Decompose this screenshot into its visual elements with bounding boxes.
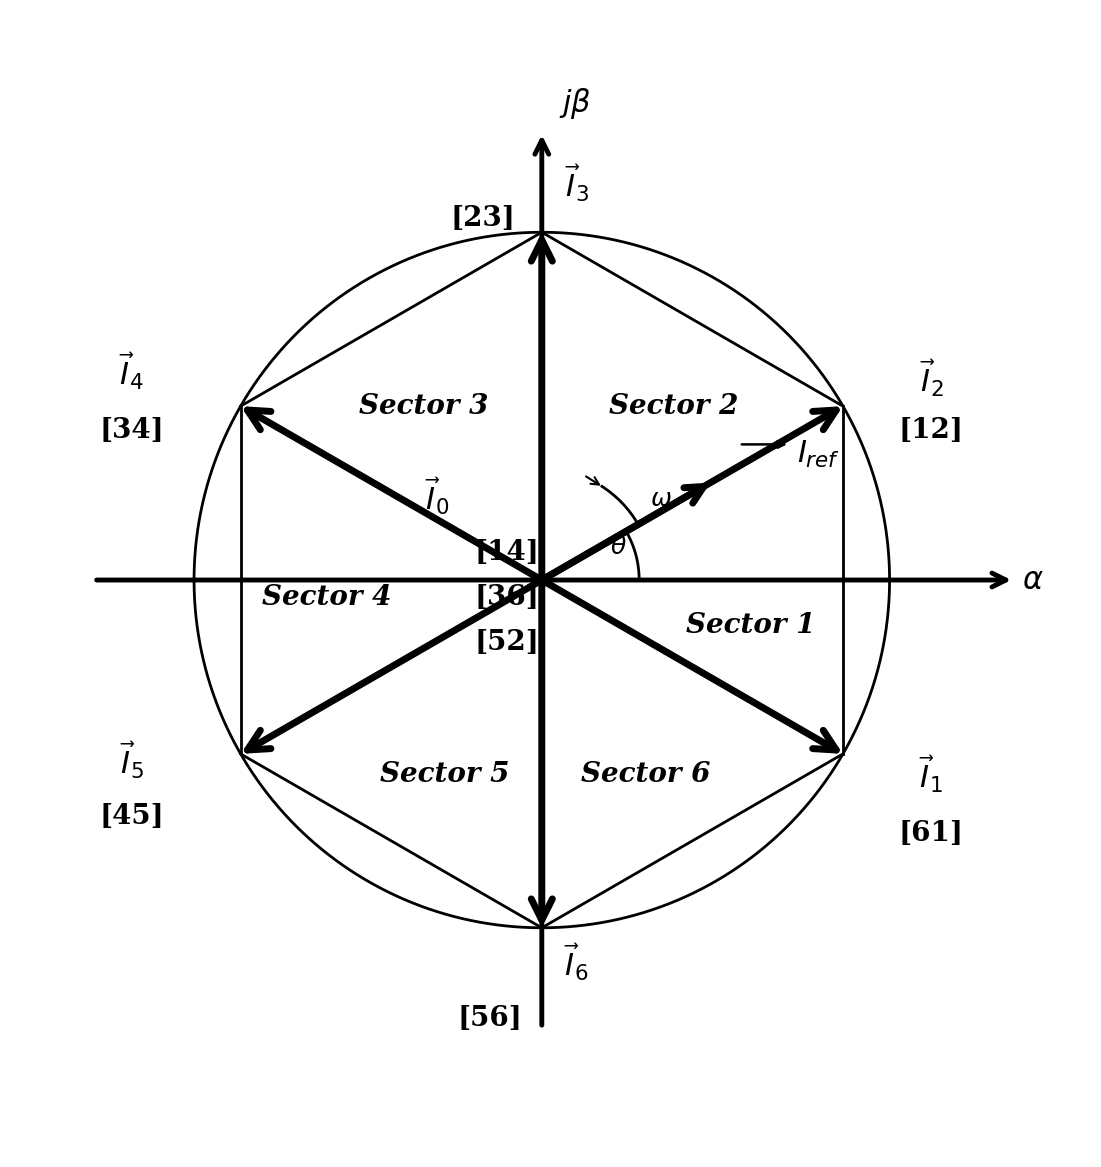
Text: $\vec{I}_3$: $\vec{I}_3$ <box>565 163 589 204</box>
Text: [36]: [36] <box>475 584 539 610</box>
Text: [23]: [23] <box>450 205 515 232</box>
Text: [52]: [52] <box>475 629 539 656</box>
Text: $\vec{I}_2$: $\vec{I}_2$ <box>919 358 944 399</box>
Text: $\theta$: $\theta$ <box>610 536 626 559</box>
Text: Sector 6: Sector 6 <box>581 761 711 788</box>
Text: $\alpha$: $\alpha$ <box>1022 565 1044 595</box>
Text: Sector 2: Sector 2 <box>609 392 739 420</box>
Text: $I_{ref}$: $I_{ref}$ <box>797 439 840 470</box>
Text: [56]: [56] <box>457 1005 522 1032</box>
Text: $\vec{I}_6$: $\vec{I}_6$ <box>565 942 589 983</box>
Text: $\omega$: $\omega$ <box>650 488 672 511</box>
Text: Sector 5: Sector 5 <box>380 761 509 788</box>
Text: Sector 3: Sector 3 <box>359 392 488 420</box>
Text: [34]: [34] <box>99 417 164 443</box>
Text: $\vec{I}_5$: $\vec{I}_5$ <box>120 740 143 782</box>
Text: $\vec{I}_1$: $\vec{I}_1$ <box>919 754 944 796</box>
Text: [12]: [12] <box>898 417 963 443</box>
Text: Sector 1: Sector 1 <box>686 612 815 638</box>
Text: [45]: [45] <box>99 803 164 830</box>
Text: $\vec{I}_4$: $\vec{I}_4$ <box>119 351 144 392</box>
Text: $j\beta$: $j\beta$ <box>559 86 591 121</box>
Text: $\vec{I}_0$: $\vec{I}_0$ <box>425 476 449 517</box>
Text: [61]: [61] <box>898 820 963 847</box>
Text: [14]: [14] <box>475 539 539 566</box>
Text: Sector 4: Sector 4 <box>262 584 391 610</box>
